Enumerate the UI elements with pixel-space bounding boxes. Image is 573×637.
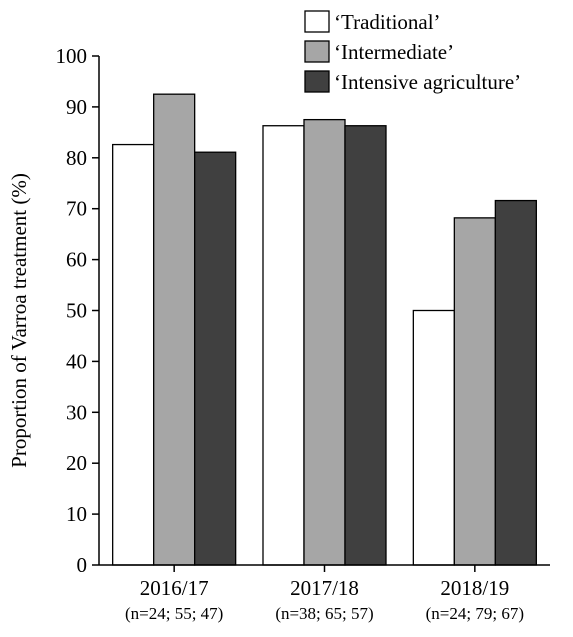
y-tick-label: 20 xyxy=(66,451,87,475)
sample-size-label: (n=24; 79; 67) xyxy=(426,604,524,623)
bar-1-2 xyxy=(262,125,305,566)
y-tick-label: 100 xyxy=(56,44,88,68)
x-tick-label: 2018/19 xyxy=(440,576,509,600)
bar-1-1 xyxy=(112,143,155,566)
bar-3-2 xyxy=(344,125,387,566)
x-labels-group: 2016/17 (n=24; 55; 47) 2017/18 (n=38; 65; 5… xyxy=(125,565,524,623)
y-axis-label: Proportion of Varroa treatment (%) xyxy=(7,173,31,468)
sample-size-label: (n=24; 55; 47) xyxy=(125,604,223,623)
x-tick-label: 2016/17 xyxy=(140,576,209,600)
bar-2-3 xyxy=(453,217,496,566)
bars-group xyxy=(112,93,537,566)
bar-2-1 xyxy=(153,93,196,566)
y-tick-label: 60 xyxy=(66,248,87,272)
legend-swatch xyxy=(304,40,330,63)
y-tick-label: 50 xyxy=(66,299,87,323)
y-tick-label: 80 xyxy=(66,146,87,170)
legend-swatch xyxy=(304,70,330,93)
bar-3-3 xyxy=(494,199,537,566)
legend-label: ‘Intermediate’ xyxy=(334,40,454,64)
legend-label: ‘Traditional’ xyxy=(334,10,441,34)
bar-2-2 xyxy=(303,118,346,566)
y-tick-label: 10 xyxy=(66,502,87,526)
y-tick-label: 30 xyxy=(66,400,87,424)
x-tick-label: 2017/18 xyxy=(290,576,359,600)
bar-1-3 xyxy=(412,309,455,566)
legend: ‘Traditional’ ‘Intermediate’ ‘Intensive ag… xyxy=(304,10,521,94)
y-ticks-group: 0 10 20 30 40 50 60 70 80 90 100 xyxy=(56,44,99,577)
bar-3-1 xyxy=(194,151,237,566)
y-tick-label: 90 xyxy=(66,95,87,119)
y-tick-label: 40 xyxy=(66,349,87,373)
sample-size-label: (n=38; 65; 57) xyxy=(275,604,373,623)
y-tick-label: 0 xyxy=(77,553,88,577)
y-tick-label: 70 xyxy=(66,197,87,221)
legend-swatch xyxy=(304,10,330,33)
legend-label: ‘Intensive agriculture’ xyxy=(334,70,521,94)
